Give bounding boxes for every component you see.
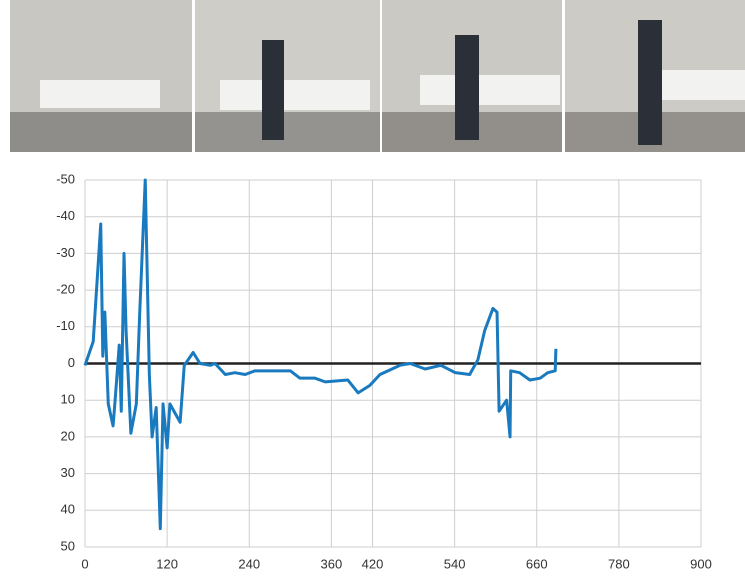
y-tick-label: 30	[61, 465, 75, 480]
x-tick-label: 780	[608, 556, 630, 571]
photo-bed	[40, 80, 160, 108]
y-tick-label: 20	[61, 428, 75, 443]
data-line	[85, 180, 556, 529]
x-tick-label: 120	[156, 556, 178, 571]
photo-floor	[195, 112, 380, 152]
y-tick-label: 10	[61, 392, 75, 407]
y-tick-label: -30	[56, 245, 75, 260]
photo-bed	[420, 75, 560, 105]
chart: -50 -40 -30 -20 -10 0 10 20 30 40 50 0 120 240 360 420 5…	[0, 0, 745, 578]
photo-person	[455, 35, 479, 140]
x-tick-label: 360	[321, 556, 343, 571]
photo-floor	[10, 112, 192, 152]
x-tick-label: 420	[362, 556, 384, 571]
plot-area: -50 -40 -30 -20 -10 0 10 20 30 40 50 0 120 240 360 420 5…	[56, 171, 712, 571]
photo-bed	[220, 80, 370, 110]
y-tick-label: -10	[56, 318, 75, 333]
y-tick-label: -50	[56, 171, 75, 186]
photo-person	[638, 20, 662, 145]
x-tick-label: 660	[526, 556, 548, 571]
y-tick-label: -40	[56, 208, 75, 223]
x-tick-label: 540	[444, 556, 466, 571]
y-tick-label: -20	[56, 282, 75, 297]
y-tick-label: 40	[61, 502, 75, 517]
x-tick-label: 240	[238, 556, 260, 571]
photo-strip	[10, 0, 745, 152]
y-tick-label: 50	[61, 538, 75, 553]
x-tick-label: 900	[690, 556, 712, 571]
photo-bed	[660, 70, 745, 100]
photo-person	[262, 40, 284, 140]
x-tick-label: 0	[81, 556, 88, 571]
y-tick-label: 0	[68, 355, 75, 370]
page: -50 -40 -30 -20 -10 0 10 20 30 40 50 0 120 240 360 420 5…	[0, 0, 745, 578]
